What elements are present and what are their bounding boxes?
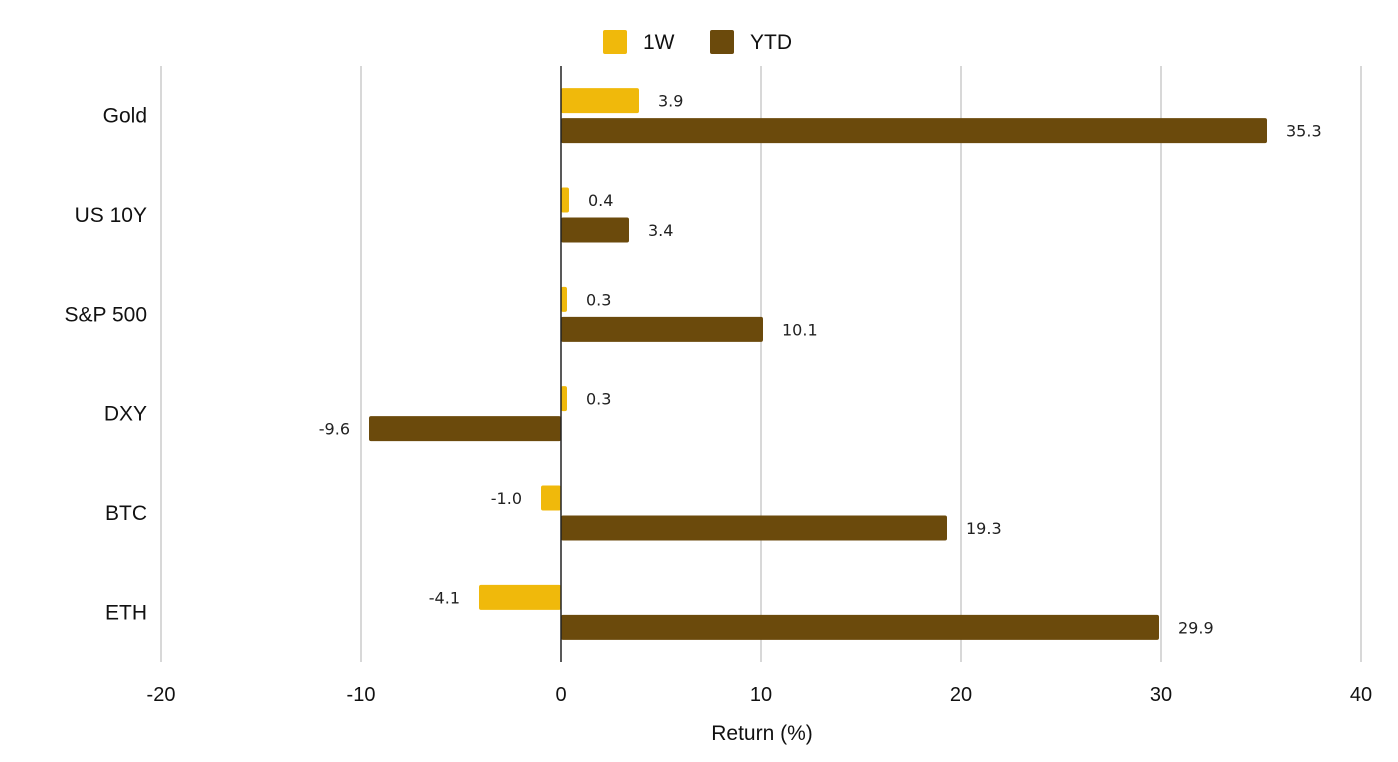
bar-1w [541,485,561,511]
gridlines [160,66,1362,662]
bar-1w [479,584,561,610]
bar-ytd [561,316,763,342]
data-label: -1.0 [491,489,522,508]
bar-ytd [561,217,629,243]
category-label: ETH [105,601,147,624]
bar-ytd [561,118,1267,144]
bar-ytd [369,416,561,442]
data-label: 3.9 [658,92,683,111]
data-label: -4.1 [429,588,460,607]
bar-ytd [561,614,1159,640]
data-label: 10.1 [782,320,818,339]
x-tick-label: 20 [950,684,972,706]
data-labels: 3.9 35.3 0.4 3.4 0.3 10.1 0.3 -9.6 -1.0 19.3 -4.1 2… [319,92,1322,638]
data-label: 19.3 [966,519,1002,538]
bars [369,88,1267,640]
x-tick-label: 10 [750,684,772,706]
bar-ytd [561,515,947,541]
data-label: -9.6 [319,420,350,439]
x-tick-label: 0 [555,684,566,706]
chart-legend: 1W YTD [603,30,792,54]
bar-1w [561,187,569,213]
x-tick-label: 40 [1350,684,1372,706]
x-tick-label: -20 [147,684,176,706]
legend-label: 1W [643,31,675,54]
x-tick-label: 30 [1150,684,1172,706]
data-label: 35.3 [1286,122,1322,141]
category-label: DXY [104,403,147,426]
category-label: US 10Y [75,204,147,227]
category-label: BTC [105,502,147,525]
x-axis-title: Return (%) [711,722,813,745]
data-label: 0.3 [586,390,611,409]
category-label: Gold [103,105,147,128]
x-axis-ticks: -20 -10 0 10 20 30 40 [147,684,1373,706]
data-label: 29.9 [1178,618,1214,637]
legend-swatch [603,30,627,54]
legend-label: YTD [750,31,792,54]
data-label: 0.4 [588,191,613,210]
category-labels: Gold US 10Y S&P 500 DXY BTC ETH [64,105,147,625]
bar-1w [561,286,567,312]
bar-1w [561,386,567,412]
legend-swatch [710,30,734,54]
x-tick-label: -10 [347,684,376,706]
data-label: 0.3 [586,290,611,309]
data-label: 3.4 [648,221,673,240]
category-label: S&P 500 [64,303,147,326]
bar-1w [561,88,639,114]
